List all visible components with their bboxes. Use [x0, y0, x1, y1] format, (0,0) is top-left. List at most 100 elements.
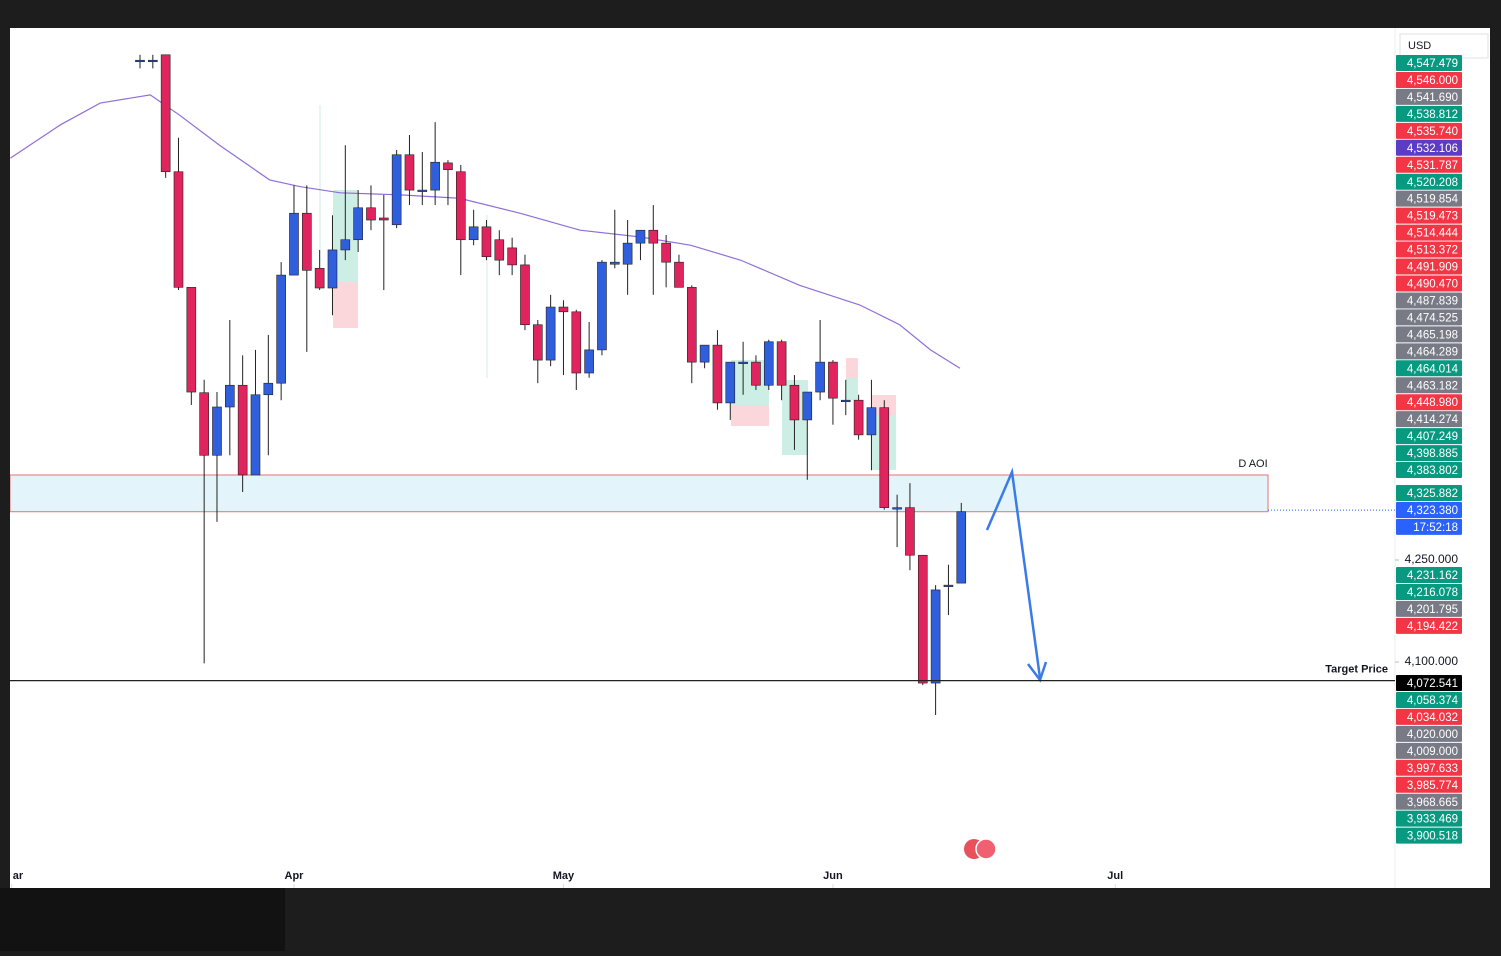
candle-body — [879, 407, 890, 508]
position-profit — [731, 360, 769, 405]
price-badge-label: 4,216.078 — [1407, 587, 1458, 599]
candle-body — [597, 261, 607, 351]
price-badge-label: 4,383.802 — [1407, 465, 1458, 477]
candle-body — [686, 287, 697, 363]
price-badge-label: 4,020.000 — [1407, 729, 1458, 741]
candle-body — [699, 344, 710, 363]
candle-body — [391, 154, 402, 226]
price-badge — [1396, 567, 1462, 583]
candle-body — [160, 54, 171, 173]
candle-body — [456, 171, 466, 241]
price-badge-label: 4,465.198 — [1407, 329, 1458, 341]
price-badge — [1396, 292, 1462, 309]
price-badge — [1396, 326, 1462, 343]
price-badge-label: 4,531.787 — [1407, 160, 1458, 172]
candle-body — [250, 394, 261, 476]
price-badge — [1396, 742, 1462, 759]
price-badge — [1396, 377, 1462, 394]
price-badge-label: 17:52:18 — [1413, 522, 1458, 534]
x-tick-label: May — [553, 870, 575, 882]
position-profit — [846, 378, 858, 400]
candle-body — [609, 261, 620, 265]
overlay — [964, 467, 1048, 860]
price-badge — [1396, 258, 1462, 275]
price-badge — [1396, 343, 1462, 360]
price-badge — [1396, 394, 1462, 411]
price-badge-label: 4,325.882 — [1407, 488, 1458, 500]
candle-body — [199, 392, 209, 456]
candle-body — [956, 511, 967, 584]
plot — [10, 54, 1269, 716]
price-badge-label: 3,933.469 — [1407, 814, 1458, 826]
price-badge — [1396, 88, 1462, 105]
price-badge — [1396, 445, 1462, 462]
price-badge-label: 4,058.374 — [1407, 695, 1459, 707]
price-badge — [1396, 462, 1462, 479]
price-badge — [1396, 122, 1462, 139]
candle-body — [584, 349, 594, 374]
price-badge — [1396, 827, 1462, 844]
price-badge — [1396, 428, 1462, 445]
price-badge-label: 4,194.422 — [1407, 621, 1458, 633]
price-badge — [1396, 241, 1462, 258]
position-loss — [731, 405, 769, 426]
price-badge-label: 4,474.525 — [1407, 312, 1458, 324]
x-tick-label: Apr — [285, 870, 305, 882]
x-tick-label: Jun — [823, 870, 843, 882]
price-badge — [1396, 725, 1462, 742]
currency: USD — [1408, 40, 1431, 52]
position-loss — [333, 282, 358, 328]
candle-body — [674, 261, 684, 288]
price-badge-label: 4,490.470 — [1407, 279, 1458, 291]
price-badge — [1396, 776, 1462, 793]
price-badge-label: 4,231.162 — [1407, 570, 1458, 582]
candle-body — [443, 162, 453, 171]
price-badge — [1396, 71, 1462, 88]
candle-body — [225, 384, 235, 408]
candle-body — [571, 311, 582, 374]
candle-body — [917, 554, 928, 684]
price-badge-label: 4,407.249 — [1407, 431, 1458, 443]
candle-body — [622, 242, 633, 265]
candle-body — [840, 399, 851, 403]
target-label: Target Price — [1325, 664, 1388, 676]
candle-body — [289, 212, 299, 276]
candle-body — [532, 324, 543, 361]
candle-body — [468, 226, 479, 241]
footer-shade — [0, 888, 285, 951]
price-badge-label: 4,009.000 — [1407, 746, 1458, 758]
candle-body — [276, 274, 286, 384]
price-badge — [1396, 518, 1462, 535]
candle-body — [661, 242, 671, 263]
candle-body — [494, 239, 505, 261]
candle-body — [751, 361, 761, 386]
candle-body — [353, 207, 363, 241]
price-badge-label: 3,968.665 — [1407, 797, 1458, 809]
candle-body — [648, 229, 659, 244]
price-badge-label: 3,997.633 — [1407, 763, 1458, 775]
price-badge-label: 4,034.032 — [1407, 712, 1458, 724]
candle-body — [725, 361, 736, 404]
price-badge-label: 3,985.774 — [1407, 780, 1459, 792]
candle-body — [776, 341, 787, 386]
candle-body — [520, 264, 530, 326]
candle-body — [943, 584, 954, 587]
price-badge-label: 4,487.839 — [1407, 295, 1458, 307]
price-badge-label: 4,464.289 — [1407, 346, 1458, 358]
candle-body — [763, 341, 774, 386]
projection-arrow — [985, 467, 1042, 679]
candle-body — [263, 382, 274, 396]
price-badge-label: 4,201.795 — [1407, 604, 1458, 616]
price-badge — [1396, 173, 1462, 190]
price-badge-label: 4,520.208 — [1407, 177, 1458, 189]
price-badge-label: 4,414.274 — [1407, 414, 1459, 426]
candle-body — [507, 247, 517, 266]
price-badge — [1396, 600, 1462, 617]
x-tick-label: ar — [13, 870, 24, 882]
price-badge-label: 4,072.541 — [1407, 678, 1458, 690]
arrow-head — [1027, 661, 1048, 683]
price-badge — [1396, 55, 1462, 71]
price-badge — [1396, 411, 1462, 428]
